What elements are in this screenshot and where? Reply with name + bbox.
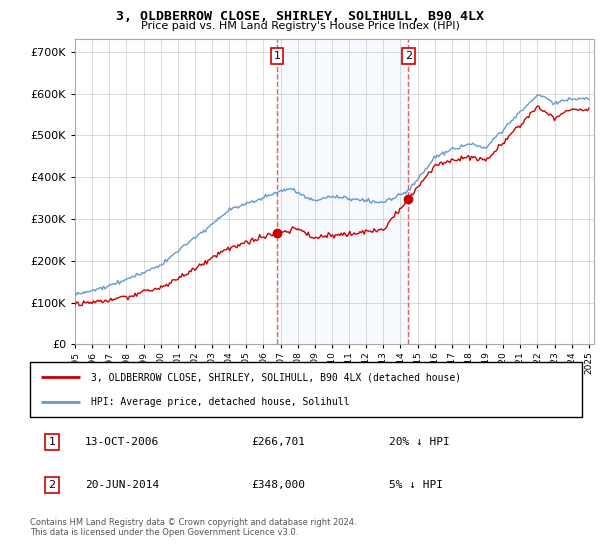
Text: £348,000: £348,000 (251, 480, 305, 489)
Text: £266,701: £266,701 (251, 437, 305, 447)
Text: Price paid vs. HM Land Registry's House Price Index (HPI): Price paid vs. HM Land Registry's House … (140, 21, 460, 31)
Text: 2: 2 (49, 480, 56, 489)
Text: 5% ↓ HPI: 5% ↓ HPI (389, 480, 443, 489)
Text: 3, OLDBERROW CLOSE, SHIRLEY, SOLIHULL, B90 4LX: 3, OLDBERROW CLOSE, SHIRLEY, SOLIHULL, B… (116, 10, 484, 23)
Text: 1: 1 (274, 51, 280, 61)
Text: 20% ↓ HPI: 20% ↓ HPI (389, 437, 449, 447)
Text: 2: 2 (405, 51, 412, 61)
Bar (277, 39, 409, 344)
Text: 3, OLDBERROW CLOSE, SHIRLEY, SOLIHULL, B90 4LX (detached house): 3, OLDBERROW CLOSE, SHIRLEY, SOLIHULL, B… (91, 372, 461, 382)
FancyBboxPatch shape (30, 362, 582, 417)
Text: 13-OCT-2006: 13-OCT-2006 (85, 437, 160, 447)
Text: HPI: Average price, detached house, Solihull: HPI: Average price, detached house, Soli… (91, 398, 349, 407)
Text: 1: 1 (49, 437, 56, 447)
Text: 20-JUN-2014: 20-JUN-2014 (85, 480, 160, 489)
Text: Contains HM Land Registry data © Crown copyright and database right 2024.
This d: Contains HM Land Registry data © Crown c… (30, 518, 356, 538)
